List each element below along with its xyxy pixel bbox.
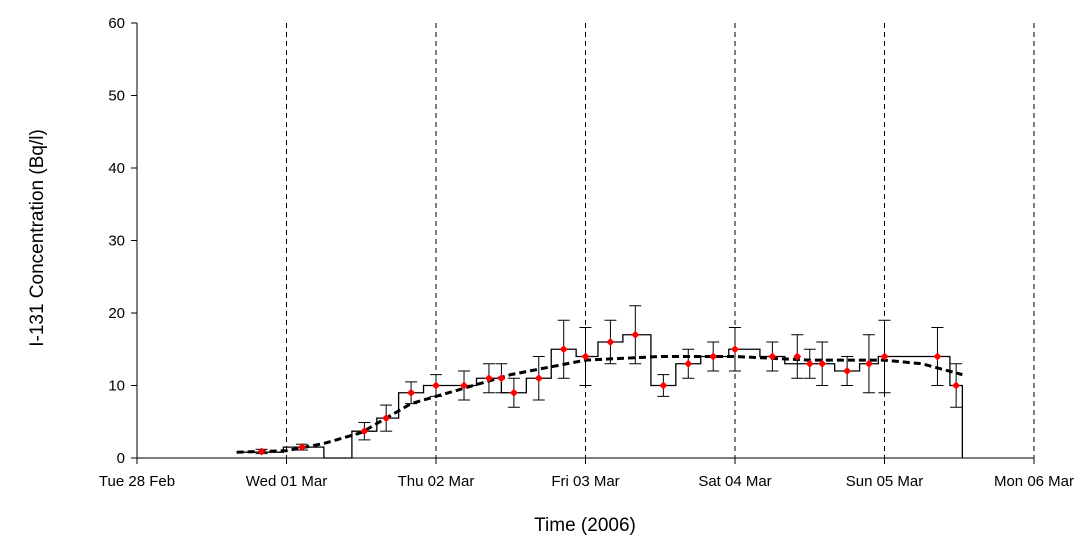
data-point-18 <box>731 345 739 354</box>
data-point-23 <box>843 367 852 375</box>
data-point-5 <box>432 381 440 390</box>
data-point-26 <box>933 352 942 361</box>
data-point-11 <box>559 345 568 354</box>
x-axis-title: Time (2006) <box>534 515 636 536</box>
data-point-20 <box>793 352 802 361</box>
y-tick-label: 10 <box>108 378 125 395</box>
y-tick-label: 0 <box>117 450 125 467</box>
step-line <box>236 334 964 459</box>
vertical-gridlines <box>286 23 1035 458</box>
trend-series <box>236 355 963 454</box>
y-tick-label: 60 <box>108 15 125 32</box>
data-point-2 <box>360 427 369 436</box>
x-tick-label: Fri 03 Mar <box>551 473 619 490</box>
data-point-1 <box>298 443 307 452</box>
data-point-22 <box>818 359 827 368</box>
data-point-25 <box>880 352 889 361</box>
data-point-17 <box>709 352 718 361</box>
data-point-15 <box>659 381 668 390</box>
x-tick-label: Tue 28 Feb <box>99 473 175 490</box>
data-point-19 <box>768 352 777 361</box>
y-axis-title: I-131 Concentration (Bq/l) <box>27 129 48 347</box>
data-point-4 <box>407 388 416 397</box>
x-tick-label: Sun 05 Mar <box>846 473 924 490</box>
axes <box>131 22 1035 464</box>
x-tick-label: Wed 01 Mar <box>246 473 327 490</box>
data-point-21 <box>805 359 814 368</box>
tick-labels: 0 10 20 30 40 50 60 Tue 28 Feb Wed 01 Mar Thu 02 … <box>99 15 1074 490</box>
step-series <box>236 334 964 459</box>
data-point-24 <box>864 359 873 368</box>
y-tick-label: 40 <box>108 160 125 177</box>
data-point-10 <box>534 374 543 383</box>
y-tick-label: 30 <box>108 233 125 250</box>
x-tick-label: Thu 02 Mar <box>398 473 475 490</box>
data-point-12 <box>581 352 590 361</box>
trend-line <box>236 355 963 454</box>
data-point-27 <box>952 381 961 390</box>
data-point-3 <box>382 414 391 423</box>
x-tick-label: Sat 04 Mar <box>698 473 771 490</box>
y-tick-label: 50 <box>108 88 125 105</box>
data-point-8 <box>497 374 506 383</box>
x-tick-label: Mon 06 Mar <box>994 473 1074 490</box>
data-point-16 <box>684 359 693 368</box>
data-point-6 <box>460 381 469 390</box>
data-point-9 <box>509 388 518 397</box>
measurement-points <box>257 330 961 456</box>
y-tick-label: 20 <box>108 305 125 322</box>
data-point-7 <box>484 374 493 383</box>
data-point-13 <box>606 338 615 346</box>
data-point-0 <box>257 447 266 456</box>
data-point-14 <box>631 330 640 339</box>
